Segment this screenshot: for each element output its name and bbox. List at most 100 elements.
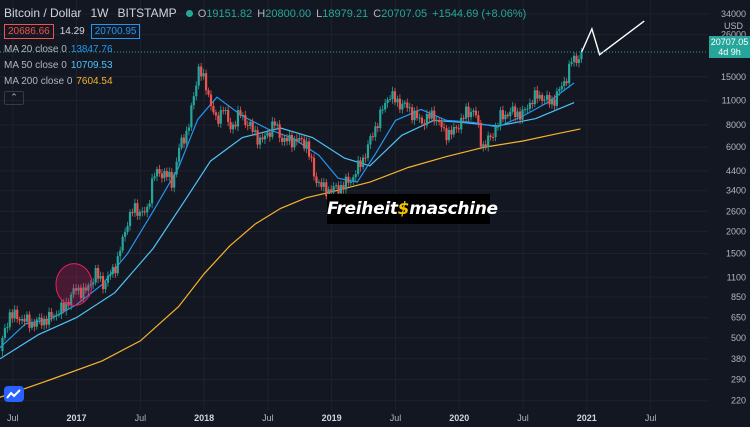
- candle-body: [290, 135, 294, 148]
- candle-body: [47, 311, 51, 325]
- last-price-tag: 20707.05 4d 9h: [709, 36, 750, 58]
- candle-body: [136, 203, 139, 216]
- candle-body: [87, 285, 90, 291]
- y-tick-label: 3400: [726, 186, 746, 196]
- candle-body: [214, 112, 217, 116]
- candle-body: [523, 109, 527, 111]
- spread-value: 14.29: [59, 26, 85, 37]
- candle-body: [94, 268, 97, 283]
- candle-body: [354, 174, 357, 178]
- candle-body: [148, 203, 151, 207]
- candle-body: [420, 117, 424, 124]
- candle-body: [146, 206, 149, 213]
- candle-body: [229, 122, 232, 130]
- watermark-prefix: Freiheit: [327, 199, 398, 219]
- candle-body: [460, 117, 463, 130]
- candle-body: [126, 226, 129, 232]
- indicator-ma200[interactable]: MA 200 close 0 7604.54: [4, 76, 113, 87]
- candle-body: [84, 287, 87, 291]
- candle-body: [455, 127, 458, 129]
- candle-body: [543, 99, 546, 101]
- candle-body: [202, 73, 205, 77]
- candle-body: [320, 182, 323, 187]
- candle-body: [266, 132, 269, 136]
- candle-body: [514, 106, 517, 118]
- sell-button[interactable]: 20686.66: [4, 24, 54, 39]
- time-axis: Jul 2017 Jul 2018 Jul 2019 Jul 2020 Jul 2021 Jul: [7, 413, 656, 423]
- candle-body: [334, 185, 338, 187]
- candle-body: [185, 130, 188, 144]
- candle-body: [391, 91, 394, 99]
- candle-body: [150, 178, 154, 204]
- candle-body: [303, 139, 306, 149]
- candle-body: [45, 318, 48, 325]
- candle-body: [288, 135, 291, 142]
- candle-body: [418, 117, 421, 119]
- candle-body: [65, 302, 68, 311]
- candle-body: [97, 268, 100, 279]
- candle-body: [258, 137, 262, 145]
- interval-label[interactable]: 1W: [90, 6, 109, 20]
- candle-body: [190, 105, 193, 128]
- symbol-title[interactable]: Bitcoin / Dollar: [4, 6, 82, 20]
- candle-body: [374, 126, 377, 137]
- candle-body: [425, 113, 428, 126]
- candle-body: [77, 287, 80, 291]
- candle-body: [111, 266, 114, 275]
- candle-body: [406, 102, 409, 108]
- candle-body: [99, 276, 102, 279]
- chevron-up-icon[interactable]: ⌃: [4, 91, 24, 105]
- candle-body: [246, 124, 249, 126]
- candle-body: [8, 312, 11, 328]
- ma50-line: [0, 102, 575, 360]
- price-axis: 34000 26000 15000 11000 8000 6000 4400 3400 2600…: [721, 9, 746, 406]
- candle-body: [158, 169, 161, 174]
- candle-body: [153, 176, 156, 179]
- candle-body: [494, 127, 497, 138]
- candle-body: [479, 123, 482, 147]
- watermark-symbol: $: [397, 199, 410, 219]
- close-value: 20707.05: [381, 8, 428, 20]
- candle-body: [298, 138, 301, 141]
- candle-body: [6, 327, 9, 329]
- candle-body: [450, 129, 453, 135]
- indicator-ma50[interactable]: MA 50 close 0 10709.53: [4, 60, 113, 71]
- x-tick-label: 2019: [322, 413, 342, 423]
- candle-body: [472, 110, 475, 112]
- y-tick-label: 1100: [727, 272, 746, 282]
- candle-body: [263, 135, 267, 140]
- candle-body: [197, 66, 200, 86]
- candle-body: [465, 106, 468, 119]
- candle-body: [342, 185, 345, 190]
- candle-body: [369, 136, 372, 145]
- candle-body: [175, 161, 178, 175]
- candle-body: [67, 302, 70, 306]
- candle-body: [70, 294, 73, 306]
- candle-body: [538, 94, 541, 99]
- y-tick-label: 2600: [726, 206, 746, 216]
- candle-body: [555, 91, 558, 106]
- ma200-path: [0, 128, 581, 398]
- exchange-label: BITSTAMP: [117, 6, 177, 20]
- x-tick-label: Jul: [7, 413, 19, 423]
- x-tick-label: 2021: [577, 413, 597, 423]
- candle-body: [3, 328, 7, 338]
- candle-body: [119, 250, 122, 257]
- buy-button[interactable]: 20700.95: [90, 24, 141, 39]
- indicator-ma20[interactable]: MA 20 close 0 13847.76: [4, 44, 113, 55]
- candle-body: [558, 89, 561, 92]
- candle-body: [236, 110, 240, 127]
- projection-line: [581, 20, 645, 56]
- candle-body: [315, 176, 318, 183]
- candle-body: [403, 102, 406, 104]
- y-tick-label: 380: [731, 354, 746, 364]
- candle-body: [528, 102, 531, 109]
- candle-body: [273, 121, 276, 126]
- candle-body: [293, 138, 296, 148]
- indicator-value: 13847.76: [70, 44, 113, 55]
- candle-body: [357, 160, 360, 175]
- tradingview-logo-icon[interactable]: [4, 386, 24, 402]
- candle-body: [396, 98, 399, 103]
- candle-body: [521, 109, 524, 120]
